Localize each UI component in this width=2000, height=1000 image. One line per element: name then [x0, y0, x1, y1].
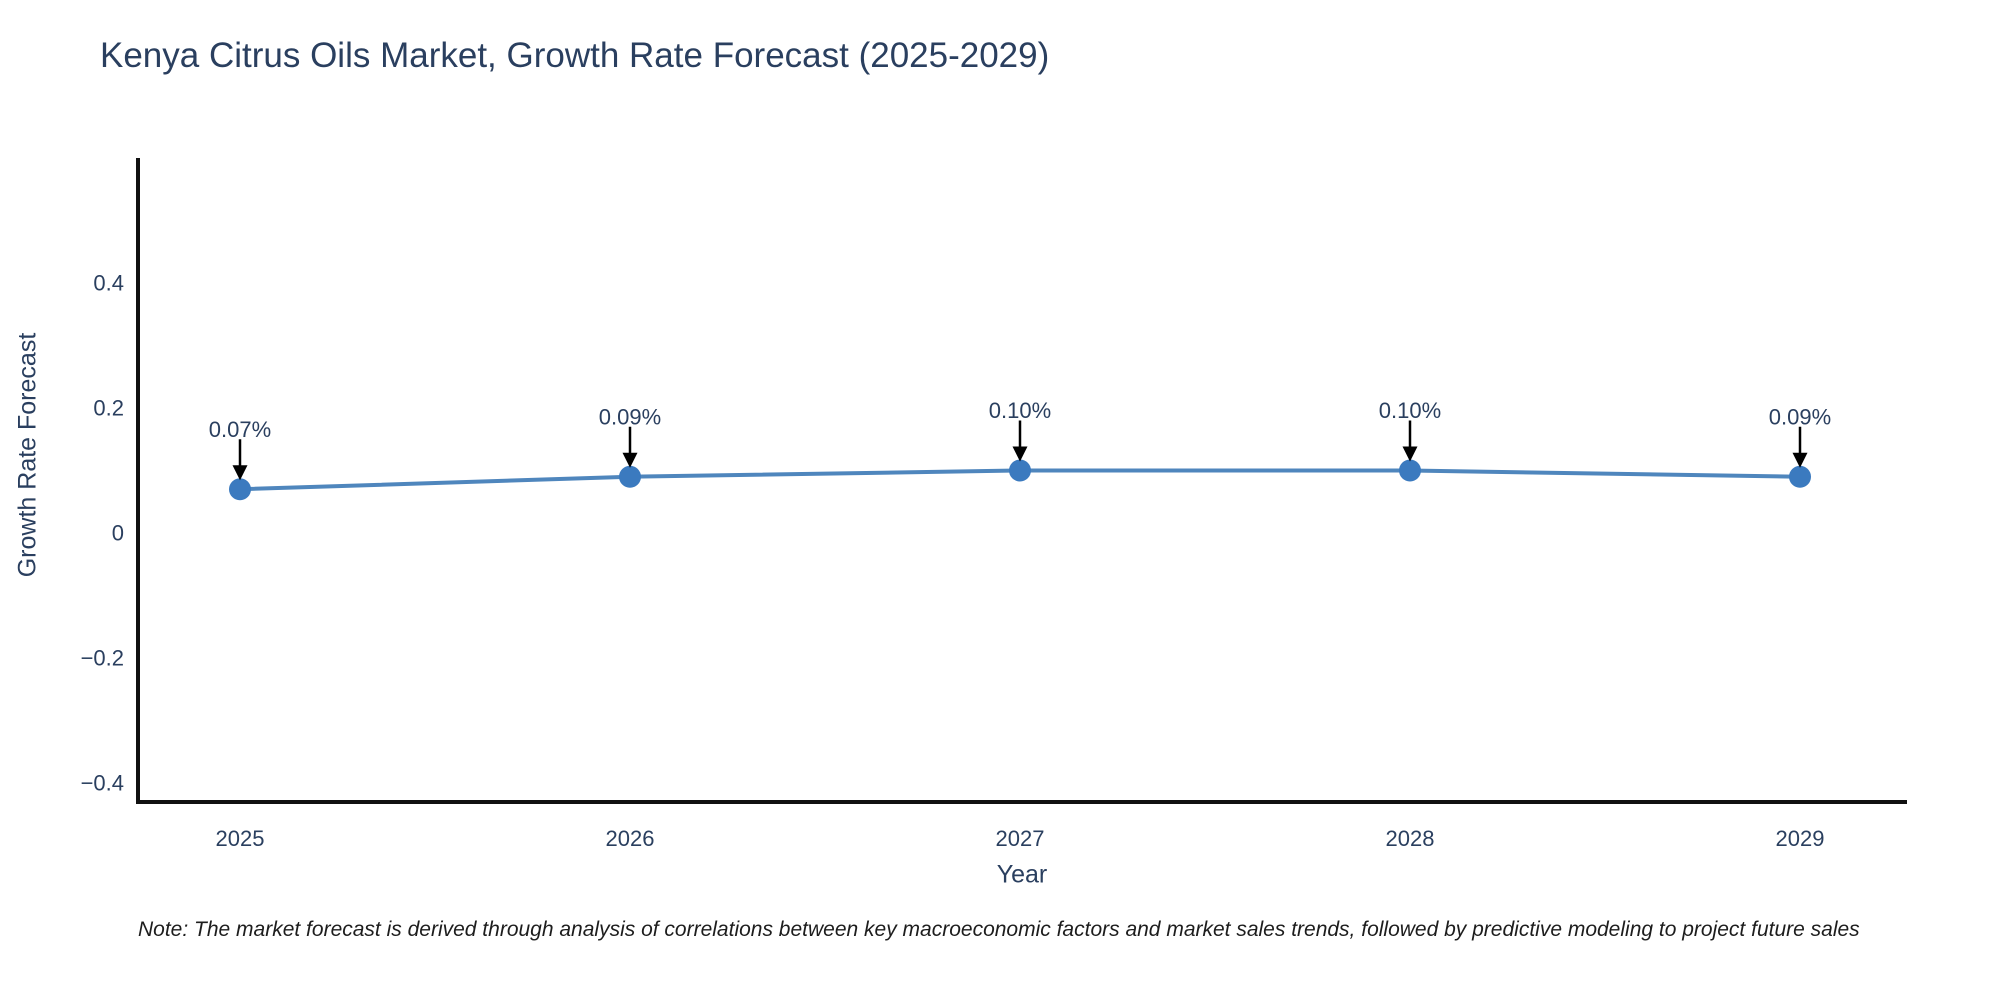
annotation-label: 0.09% — [599, 404, 661, 429]
annotation-arrowhead — [1012, 446, 1028, 462]
y-tick-label: −0.2 — [81, 646, 124, 671]
annotation-label: 0.07% — [209, 417, 271, 442]
x-tick-label: 2025 — [216, 826, 265, 851]
y-tick-label: 0.4 — [93, 271, 124, 296]
x-tick-label: 2029 — [1776, 826, 1825, 851]
data-point-marker — [619, 465, 641, 488]
x-tick-label: 2028 — [1386, 826, 1435, 851]
annotation-arrowhead — [1792, 452, 1808, 468]
chart-title: Kenya Citrus Oils Market, Growth Rate Fo… — [100, 36, 1050, 75]
annotation-arrowhead — [232, 465, 248, 481]
y-tick-label: −0.4 — [81, 771, 124, 796]
annotation-label: 0.10% — [989, 398, 1051, 423]
annotation-arrowhead — [622, 452, 638, 468]
x-tick-label: 2026 — [606, 826, 655, 851]
y-tick-label: 0 — [112, 521, 124, 546]
footnote-text: Note: The market forecast is derived thr… — [138, 918, 1860, 941]
annotation-label: 0.09% — [1769, 404, 1831, 429]
y-tick-label: 0.2 — [93, 396, 124, 421]
data-point-marker — [1399, 459, 1421, 482]
x-axis-title: Year — [996, 860, 1048, 889]
data-point-marker — [229, 478, 251, 501]
data-point-marker — [1009, 459, 1031, 482]
data-point-marker — [1789, 465, 1811, 488]
annotation-arrowhead — [1402, 446, 1418, 462]
annotation-label: 0.10% — [1379, 398, 1441, 423]
x-tick-label: 2027 — [996, 826, 1045, 851]
